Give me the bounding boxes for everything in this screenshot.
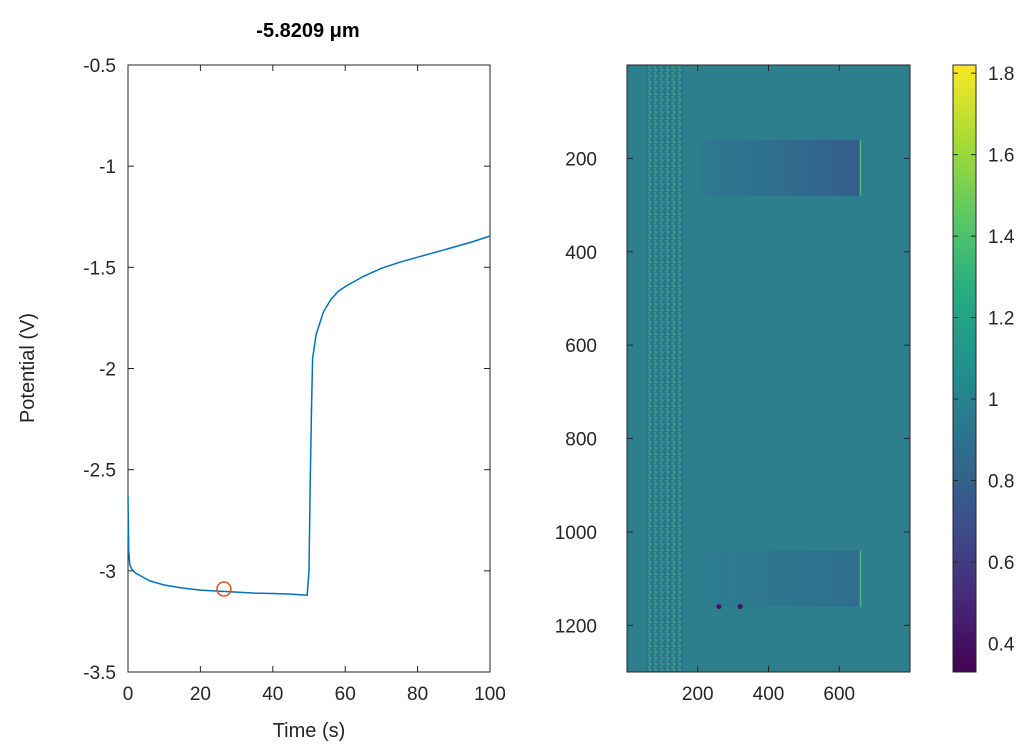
heatmap-y-tick-label: 800 bbox=[565, 430, 597, 451]
y-tick-label: -3.5 bbox=[83, 663, 116, 684]
chart-title: -5.8209 μm bbox=[256, 20, 359, 42]
y-tick-label: -1.5 bbox=[83, 258, 116, 279]
x-tick-label: 40 bbox=[262, 684, 283, 705]
y-tick-label: -3 bbox=[99, 562, 116, 583]
heatmap-region bbox=[701, 140, 860, 196]
y-axis-label: Potential (V) bbox=[17, 313, 39, 423]
heatmap-y-tick-label: 400 bbox=[565, 243, 597, 264]
colorbar-tick-label: 0.8 bbox=[988, 472, 1014, 493]
heatmap-x-tick-label: 200 bbox=[682, 684, 714, 705]
colorbar-tick-label: 0.6 bbox=[988, 553, 1014, 574]
heatmap-y-tick-label: 1000 bbox=[555, 523, 597, 544]
x-tick-label: 60 bbox=[335, 684, 356, 705]
heatmap-region bbox=[701, 551, 860, 607]
colorbar-gradient bbox=[953, 65, 976, 672]
x-tick-label: 80 bbox=[407, 684, 428, 705]
heatmap-dot bbox=[716, 604, 721, 609]
heatmap-x-tick-label: 600 bbox=[823, 684, 855, 705]
colorbar-tick-label: 1 bbox=[988, 390, 999, 411]
x-tick-label: 100 bbox=[474, 684, 506, 705]
colorbar: 0.4 0.6 0.8 1 1.2 1.4 1.6 1.8 bbox=[953, 64, 1015, 672]
colorbar-tick-label: 1.6 bbox=[988, 146, 1014, 167]
colorbar-tick-label: 1.2 bbox=[988, 309, 1014, 330]
heatmap-y-tick-label: 600 bbox=[565, 336, 597, 357]
heatmap-chart: 200 400 600 800 1000 1200 200 400 600 bbox=[555, 65, 910, 705]
heatmap-y-tick-label: 1200 bbox=[555, 616, 597, 637]
potential-time-chart: -5.8209 μm -3.5 -3 -2.5 -2 -1.5 -1 -0.5 0 20 40 6… bbox=[17, 20, 506, 742]
heatmap-y-tick-label: 200 bbox=[565, 149, 597, 170]
heatmap-x-tick-label: 400 bbox=[753, 684, 785, 705]
y-tick-label: -2 bbox=[99, 360, 116, 381]
x-tick-label: 0 bbox=[123, 684, 134, 705]
y-tick-label: -1 bbox=[99, 157, 116, 178]
y-tick-label: -0.5 bbox=[83, 56, 116, 77]
x-axis-label: Time (s) bbox=[273, 720, 346, 742]
colorbar-tick-label: 1.8 bbox=[988, 64, 1014, 85]
x-tick-label: 20 bbox=[190, 684, 211, 705]
heatmap-noise-band bbox=[645, 65, 684, 672]
colorbar-tick-label: 1.4 bbox=[988, 227, 1015, 248]
heatmap-dot bbox=[738, 604, 743, 609]
y-tick-label: -2.5 bbox=[83, 461, 116, 482]
colorbar-tick-label: 0.4 bbox=[988, 634, 1015, 655]
